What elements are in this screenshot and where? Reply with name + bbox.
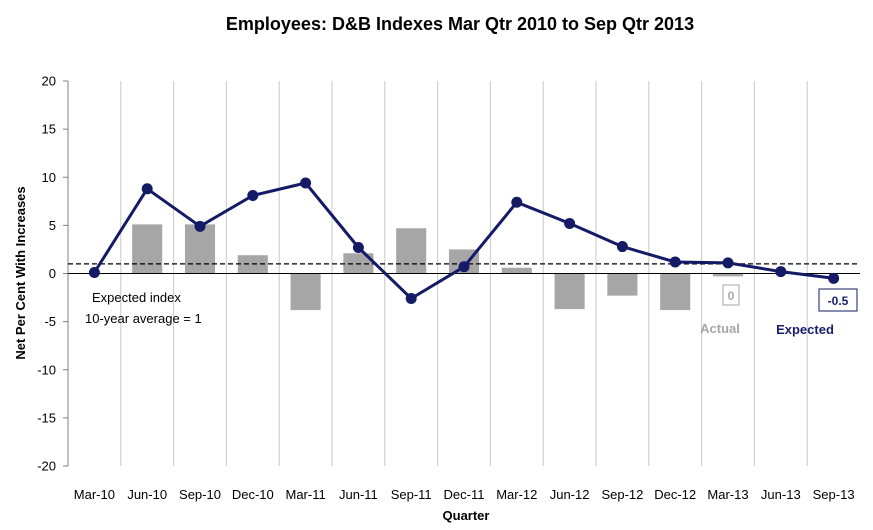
x-axis-title: Quarter xyxy=(443,508,490,523)
y-tick-label: 10 xyxy=(42,170,56,185)
y-tick-label: -10 xyxy=(37,362,56,377)
point-Jun-11 xyxy=(352,242,364,254)
y-tick-label: -20 xyxy=(37,459,56,474)
y-axis-title: Net Per Cent With Increases xyxy=(13,186,28,359)
point-Jun-12 xyxy=(564,217,576,229)
bar-Jun-12 xyxy=(554,273,585,310)
point-Sep-12 xyxy=(616,241,628,253)
x-tick-label: Sep-10 xyxy=(179,487,221,502)
actual-bars xyxy=(132,224,744,311)
point-Dec-12 xyxy=(669,256,681,268)
actual-value-label: 0 xyxy=(728,289,735,303)
x-tick-label: Sep-13 xyxy=(813,487,855,502)
point-Sep-13 xyxy=(828,272,840,284)
point-Mar-13 xyxy=(722,257,734,269)
expected-value-label-box: -0.5 xyxy=(818,288,858,312)
legend-expected: Expected xyxy=(776,322,834,337)
bar-Dec-12 xyxy=(660,273,691,311)
bar-Mar-12 xyxy=(501,267,532,274)
bar-Sep-12 xyxy=(607,273,638,296)
point-Mar-12 xyxy=(511,196,523,208)
x-tick-label: Jun-10 xyxy=(127,487,167,502)
bar-Sep-11 xyxy=(396,228,427,274)
x-tick-label: Dec-11 xyxy=(444,487,485,502)
y-tick-label: 20 xyxy=(42,74,56,89)
y-tick-label: -15 xyxy=(37,410,56,425)
x-tick-labels: Mar-10 Jun-10 Sep-10 Dec-10 Mar-11 Jun-11 Sep-… xyxy=(74,487,855,502)
point-Mar-10 xyxy=(88,267,100,279)
y-tick-label: 0 xyxy=(49,266,56,281)
point-Dec-11 xyxy=(458,261,470,273)
point-Sep-11 xyxy=(405,293,417,305)
point-Dec-10 xyxy=(247,190,259,202)
axes xyxy=(63,80,860,467)
x-tick-label: Jun-12 xyxy=(550,487,590,502)
x-tick-label: Sep-12 xyxy=(601,487,643,502)
y-tick-label: 15 xyxy=(42,122,56,137)
actual-value-label-box: 0 xyxy=(722,284,740,306)
point-Jun-10 xyxy=(141,183,153,195)
x-tick-label: Jun-13 xyxy=(761,487,801,502)
bar-Mar-11 xyxy=(290,273,321,311)
bar-Mar-13 xyxy=(712,273,744,277)
x-tick-label: Mar-12 xyxy=(496,487,537,502)
point-Sep-10 xyxy=(194,220,206,232)
expected-line xyxy=(88,177,840,305)
x-tick-label: Sep-11 xyxy=(391,487,432,502)
chart-title: Employees: D&B Indexes Mar Qtr 2010 to S… xyxy=(226,14,694,34)
expected-index-note-line1: Expected index xyxy=(92,290,181,305)
x-tick-label: Mar-11 xyxy=(285,487,325,502)
bar-Jun-10 xyxy=(132,224,163,274)
y-tick-labels: 20 15 10 5 0 -5 -10 -15 -20 xyxy=(37,74,56,474)
expected-index-note-line2: 10-year average = 1 xyxy=(85,311,202,326)
point-Jun-13 xyxy=(775,266,787,278)
x-tick-label: Mar-10 xyxy=(74,487,115,502)
x-tick-label: Jun-11 xyxy=(339,487,378,502)
x-tick-label: Dec-10 xyxy=(232,487,274,502)
x-tick-label: Dec-12 xyxy=(654,487,696,502)
y-tick-label: -5 xyxy=(44,314,56,329)
y-tick-label: 5 xyxy=(49,218,56,233)
legend-actual: Actual xyxy=(700,321,740,336)
x-tick-label: Mar-13 xyxy=(707,487,748,502)
point-Mar-11 xyxy=(300,177,312,189)
expected-value-label: -0.5 xyxy=(828,294,849,308)
bar-Sep-10 xyxy=(184,224,216,274)
